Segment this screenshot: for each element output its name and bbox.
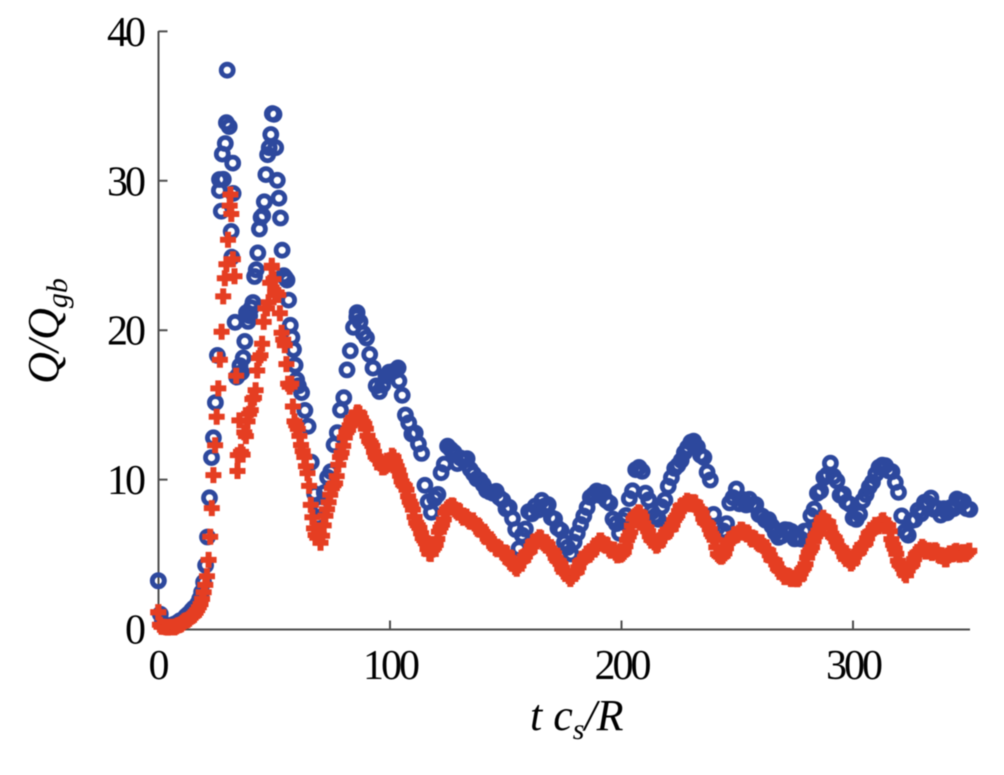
svg-text:Q/Qgb: Q/Qgb: [19, 278, 74, 384]
svg-text:10: 10: [107, 458, 145, 504]
svg-text:20: 20: [107, 309, 145, 355]
svg-text:300: 300: [826, 643, 882, 689]
svg-text:0: 0: [125, 608, 145, 654]
svg-text:200: 200: [595, 643, 651, 689]
svg-text:40: 40: [107, 10, 145, 56]
svg-text:100: 100: [363, 643, 419, 689]
svg-text:30: 30: [107, 159, 145, 205]
svg-text:0: 0: [149, 643, 169, 689]
